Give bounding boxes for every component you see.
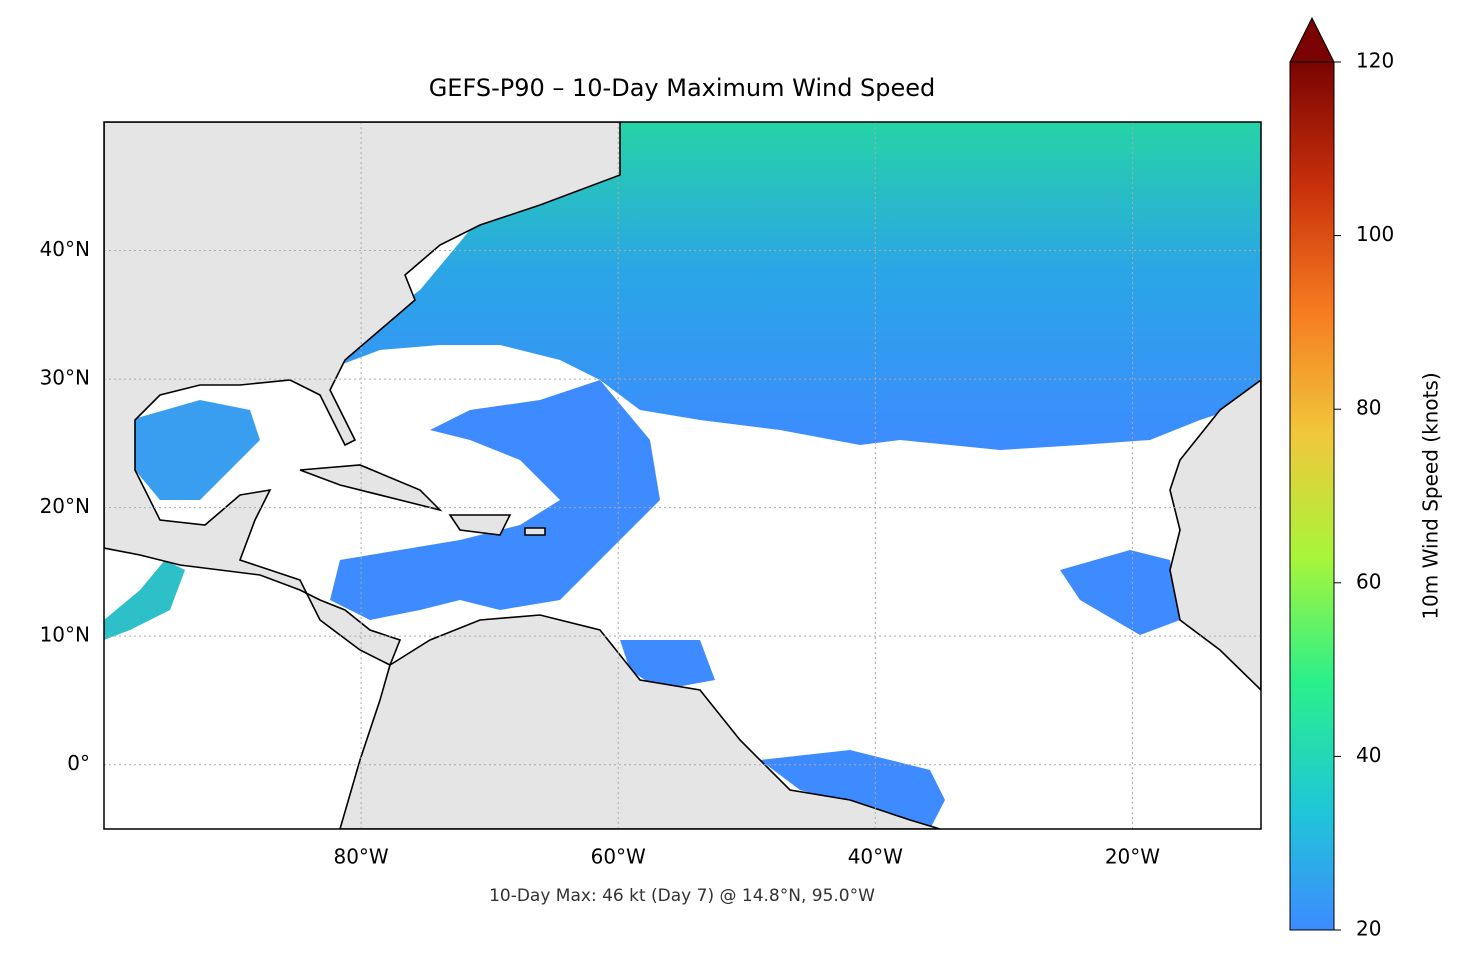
map-note: 10-Day Max: 46 kt (Day 7) @ 14.8°N, 95.0…	[489, 886, 875, 906]
wind-field	[330, 380, 660, 620]
lon-tick-label: 60°W	[591, 845, 646, 869]
colorbar-tick-label: 100	[1356, 222, 1394, 246]
colorbar	[1289, 61, 1335, 931]
lat-tick-label: 0°	[67, 751, 90, 775]
wind-field	[330, 122, 1261, 450]
colorbar-tick-label: 80	[1356, 396, 1381, 420]
colorbar-extend	[1289, 16, 1335, 63]
map-area	[104, 122, 1261, 829]
lat-tick-label: 20°N	[40, 494, 90, 518]
hispaniola	[448, 514, 512, 536]
colorbar-tick-label: 120	[1356, 49, 1394, 73]
map-frame	[103, 121, 1262, 830]
wind-field	[620, 640, 715, 690]
wind-field	[1060, 550, 1180, 635]
land	[104, 122, 1261, 829]
colorbar-tick-label: 60	[1356, 569, 1381, 593]
north-america	[104, 122, 621, 667]
lon-tick-label: 80°W	[333, 845, 388, 869]
cuba	[299, 464, 443, 512]
lat-tick-label: 30°N	[40, 366, 90, 390]
colorbar-label: 10m Wind Speed (knots)	[1419, 372, 1443, 619]
lat-tick-label: 40°N	[40, 237, 90, 261]
colorbar-tick-label: 40	[1356, 743, 1381, 767]
wind-field	[130, 400, 260, 500]
puerto-rico	[524, 527, 546, 536]
wind-field	[760, 750, 945, 829]
lon-tick-label: 20°W	[1105, 845, 1160, 869]
wind-field	[104, 560, 185, 640]
lon-tick-label: 40°W	[848, 845, 903, 869]
map-title: GEFS-P90 – 10-Day Maximum Wind Speed	[429, 74, 936, 102]
colorbar-tick-label: 20	[1356, 917, 1381, 941]
lat-tick-label: 10°N	[40, 623, 90, 647]
africa	[1169, 379, 1261, 692]
